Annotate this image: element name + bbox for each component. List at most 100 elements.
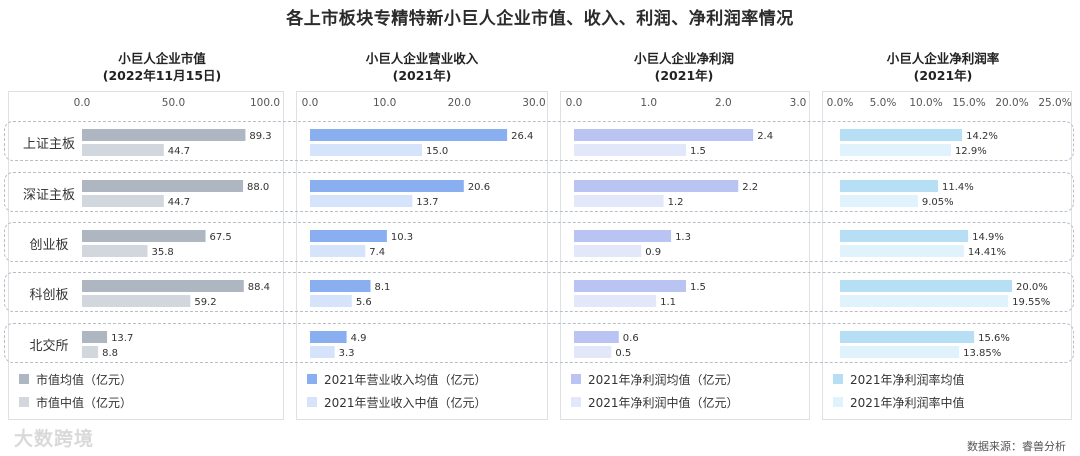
x-tick-label: 15.0% bbox=[952, 97, 985, 109]
mean-bar bbox=[82, 230, 206, 242]
x-tick-label: 10.0 bbox=[373, 97, 396, 109]
chart-title: 各上市板块专精特新小巨人企业市值、收入、利润、净利润率情况 bbox=[286, 9, 794, 29]
median-bar bbox=[82, 245, 148, 257]
bar-value-label: 14.2% bbox=[966, 131, 998, 142]
median-bar bbox=[574, 144, 686, 156]
x-tick-label: 10.0% bbox=[909, 97, 942, 109]
bar-value-label: 14.41% bbox=[968, 247, 1006, 258]
row-label: 深证主板 bbox=[22, 188, 75, 203]
mean-bar bbox=[310, 129, 508, 141]
bar-value-label: 88.0 bbox=[247, 182, 269, 193]
x-tick-label: 5.0% bbox=[870, 97, 897, 109]
bar-value-label: 10.3 bbox=[391, 232, 413, 243]
mean-bar bbox=[574, 280, 686, 292]
legend-swatch bbox=[571, 397, 581, 407]
bar-value-label: 67.5 bbox=[210, 232, 232, 243]
bar-value-label: 88.4 bbox=[248, 282, 270, 293]
panel-title-line2: (2021年) bbox=[654, 68, 714, 83]
data-source-note: 数据来源：睿兽分析 bbox=[967, 440, 1066, 453]
bar-value-label: 15.6% bbox=[978, 333, 1010, 344]
bar-value-label: 7.4 bbox=[369, 247, 385, 258]
mean-bar bbox=[82, 280, 244, 292]
row-label: 北交所 bbox=[29, 339, 69, 354]
x-tick-label: 50.0 bbox=[162, 97, 185, 109]
x-tick-label: 20.0 bbox=[448, 97, 471, 109]
mean-bar bbox=[840, 331, 975, 343]
bar-value-label: 1.2 bbox=[668, 197, 684, 208]
panel-title-line2: (2021年) bbox=[913, 68, 973, 83]
bar-value-label: 2.4 bbox=[757, 131, 773, 142]
legend-swatch bbox=[19, 397, 29, 407]
median-bar bbox=[840, 295, 1009, 307]
mean-bar bbox=[840, 280, 1012, 292]
mean-bar bbox=[840, 129, 963, 141]
panel-title-line2: (2022年11月15日) bbox=[102, 68, 222, 83]
mean-bar bbox=[310, 230, 387, 242]
median-bar bbox=[310, 144, 422, 156]
median-bar bbox=[310, 195, 413, 207]
x-tick-label: 30.0 bbox=[522, 97, 545, 109]
legend-label: 2021年净利润率中值 bbox=[850, 395, 965, 410]
row-group-outline bbox=[4, 222, 1074, 262]
row-label: 上证主板 bbox=[22, 137, 75, 152]
median-bar bbox=[82, 195, 164, 207]
median-bar bbox=[310, 245, 366, 257]
bar-value-label: 44.7 bbox=[168, 146, 190, 157]
legend-label: 2021年净利润率均值 bbox=[850, 372, 965, 387]
legend-label: 市值均值（亿元） bbox=[36, 372, 132, 387]
bar-value-label: 89.3 bbox=[249, 131, 271, 142]
bar-value-label: 19.55% bbox=[1012, 297, 1050, 308]
legend-label: 2021年净利润均值（亿元） bbox=[588, 372, 739, 387]
mean-bar bbox=[310, 280, 371, 292]
row-label: 科创板 bbox=[29, 288, 69, 303]
x-tick-label: 100.0 bbox=[250, 97, 280, 109]
mean-bar bbox=[310, 180, 464, 192]
legend-swatch bbox=[833, 397, 843, 407]
bar-value-label: 14.9% bbox=[972, 232, 1004, 243]
median-bar bbox=[574, 295, 657, 307]
bar-value-label: 1.3 bbox=[675, 232, 691, 243]
panel-title-line2: (2021年) bbox=[392, 68, 452, 83]
legend-label: 市值中值（亿元） bbox=[36, 395, 132, 410]
bar-value-label: 9.05% bbox=[922, 197, 954, 208]
legend-swatch bbox=[571, 374, 581, 384]
median-bar bbox=[310, 346, 335, 358]
mean-bar bbox=[840, 180, 939, 192]
bar-value-label: 8.8 bbox=[102, 348, 118, 359]
bar-value-label: 13.7 bbox=[416, 197, 438, 208]
legend-swatch bbox=[833, 374, 843, 384]
bar-value-label: 8.1 bbox=[374, 282, 390, 293]
median-bar bbox=[840, 195, 918, 207]
panel-title: 小巨人企业市值 (2022年11月15日) bbox=[52, 50, 272, 84]
bar-value-label: 20.6 bbox=[468, 182, 490, 193]
bar-value-label: 1.1 bbox=[660, 297, 676, 308]
median-bar bbox=[840, 245, 964, 257]
x-tick-label: 0.0 bbox=[302, 97, 319, 109]
panel-title: 小巨人企业净利润 (2021年) bbox=[574, 50, 794, 84]
median-bar bbox=[574, 195, 664, 207]
panel-title-line1: 小巨人企业市值 bbox=[118, 51, 206, 66]
mean-bar bbox=[574, 180, 739, 192]
panel-title: 小巨人企业净利润率 (2021年) bbox=[833, 50, 1053, 84]
row-label: 创业板 bbox=[29, 238, 69, 253]
bar-value-label: 15.0 bbox=[426, 146, 448, 157]
x-tick-label: 1.0 bbox=[640, 97, 657, 109]
bar-value-label: 44.7 bbox=[168, 197, 190, 208]
legend-swatch bbox=[19, 374, 29, 384]
panel-title-line1: 小巨人企业净利润 bbox=[633, 51, 734, 66]
bar-value-label: 0.6 bbox=[623, 333, 639, 344]
median-bar bbox=[840, 346, 960, 358]
mean-bar bbox=[574, 129, 754, 141]
bar-value-label: 12.9% bbox=[955, 146, 987, 157]
median-bar bbox=[82, 346, 99, 358]
bar-value-label: 4.9 bbox=[351, 333, 367, 344]
median-bar bbox=[840, 144, 951, 156]
mean-bar bbox=[840, 230, 969, 242]
legend-label: 2021年营业收入中值（亿元） bbox=[324, 395, 487, 410]
bar-value-label: 59.2 bbox=[194, 297, 216, 308]
watermark-text: 大数跨境 bbox=[14, 428, 95, 450]
mean-bar bbox=[574, 230, 672, 242]
legend-label: 2021年净利润中值（亿元） bbox=[588, 395, 739, 410]
x-tick-label: 0.0 bbox=[566, 97, 583, 109]
